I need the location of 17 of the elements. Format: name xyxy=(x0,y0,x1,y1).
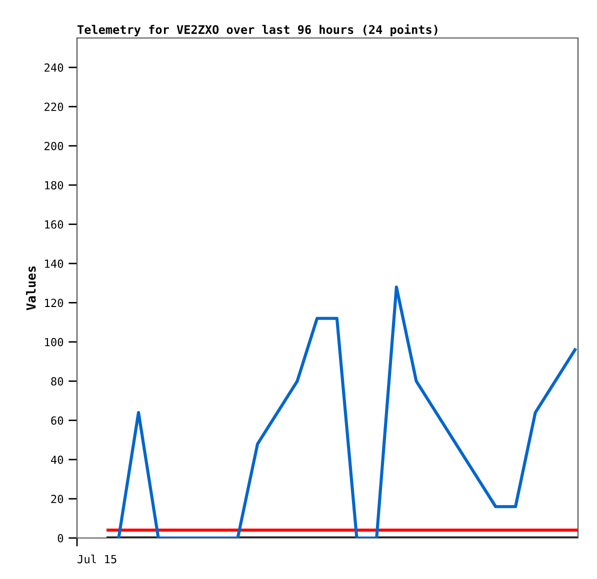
text: Jul 15 xyxy=(78,554,116,564)
y-tick-label: 60 xyxy=(51,416,64,425)
y-tick-label: 120 xyxy=(45,298,64,308)
y-tick-label: 220 xyxy=(44,102,64,112)
y-tick-label: 100 xyxy=(45,338,64,346)
line-series xyxy=(117,285,577,538)
y-tick-label: 140 xyxy=(45,259,64,268)
y-tick-label: 20 xyxy=(51,494,64,504)
y-tick-label: 240 xyxy=(44,63,64,72)
y-tick-label: 200 xyxy=(44,142,64,150)
y-tick-label: 0 xyxy=(58,534,64,542)
chart-title: Telemetry for VE2ZXO over last 96 hours (24 points) xyxy=(78,24,438,36)
y-tick-label: 80 xyxy=(51,377,64,386)
y-axis-title: Values xyxy=(26,266,36,310)
y-tick-label: 40 xyxy=(50,456,64,464)
y-tick-label: 160 xyxy=(45,220,64,229)
y-tick-label: 180 xyxy=(45,181,64,190)
